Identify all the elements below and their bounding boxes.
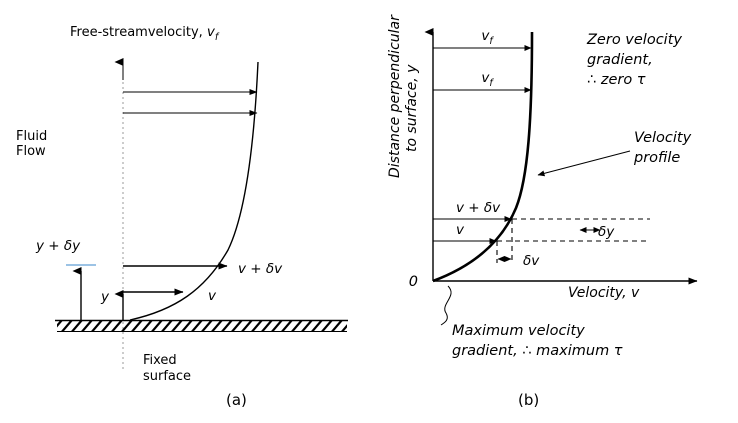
fixed-surface-line-1: Fixed	[143, 353, 177, 368]
panel-a-fluid-flow-label: Fluid Flow	[16, 129, 47, 159]
panel-b-annotation-max-gradient: Maximum velocity gradient, ∴ maximum τ	[440, 285, 623, 359]
annot-profile-line-2: profile	[633, 150, 680, 166]
svg-text:Free-streamvelocity, vf: Free-streamvelocity, vf	[70, 24, 220, 43]
panel-a-velocity-profile-curve	[129, 61, 259, 321]
fixed-surface-line-2: surface	[143, 369, 191, 384]
fluid-flow-line-1: Fluid	[16, 129, 47, 144]
panel-a-title-var: v	[207, 24, 216, 40]
panel-b-velocity-profile-curve	[432, 31, 534, 283]
panel-b-y-axis-label-line-2: to surface, y	[404, 64, 420, 152]
panel-b-label-delta-y: δy	[598, 224, 615, 240]
annot-max-line-1: Maximum velocity	[452, 323, 585, 339]
panel-b-label-v: v	[456, 222, 465, 238]
panel-b-x-axis-label: Velocity, v	[568, 285, 640, 301]
panel-b-label-v-plus-dv: v + δv	[456, 200, 501, 216]
fluid-flow-line-2: Flow	[16, 144, 46, 159]
panel-b-annotation-velocity-profile: Velocity profile	[537, 130, 692, 177]
panel-b-y-axis-label-line-1: Distance perpendicular	[387, 14, 403, 178]
panel-a-title: Free-streamvelocity, vf	[70, 24, 220, 43]
panel-a-fixed-surface-label: Fixed surface	[143, 353, 191, 384]
annot-max-line-2: gradient, ∴ maximum τ	[452, 343, 623, 359]
panel-a-label-v: v	[208, 288, 217, 304]
annot-zero-line-1: Zero velocity	[586, 32, 682, 48]
panel-b-caption: (b)	[518, 391, 539, 409]
panel-b-origin-label: 0	[409, 274, 418, 290]
annot-zero-line-3: ∴ zero τ	[587, 72, 646, 88]
panel-b-annotation-zero-gradient: Zero velocity gradient, ∴ zero τ	[586, 32, 682, 88]
panel-a-caption: (a)	[226, 391, 247, 409]
panel-a-label-v-plus-delta-v: v + δv	[238, 261, 283, 277]
panel-a-label-y: y	[100, 289, 110, 305]
panel-a-label-y-plus-delta-y: y + δy	[35, 238, 81, 254]
annot-profile-line-1: Velocity	[634, 130, 692, 146]
annot-zero-line-2: gradient,	[587, 52, 653, 68]
panel-b-label-vf-top: vf	[481, 28, 494, 47]
panel-b-velocity-profile-leader-arrow	[537, 150, 631, 177]
panel-b-max-gradient-squiggle-leader	[440, 285, 452, 326]
panel-a-title-subscript: f	[215, 32, 220, 43]
panel-b-y-axis-label: Distance perpendicular to surface, y	[387, 14, 420, 178]
panel-b-label-vf-second: vf	[481, 70, 494, 89]
panel-a-title-text: Free-streamvelocity,	[70, 25, 207, 40]
panel-b-label-delta-v: δv	[523, 253, 540, 269]
